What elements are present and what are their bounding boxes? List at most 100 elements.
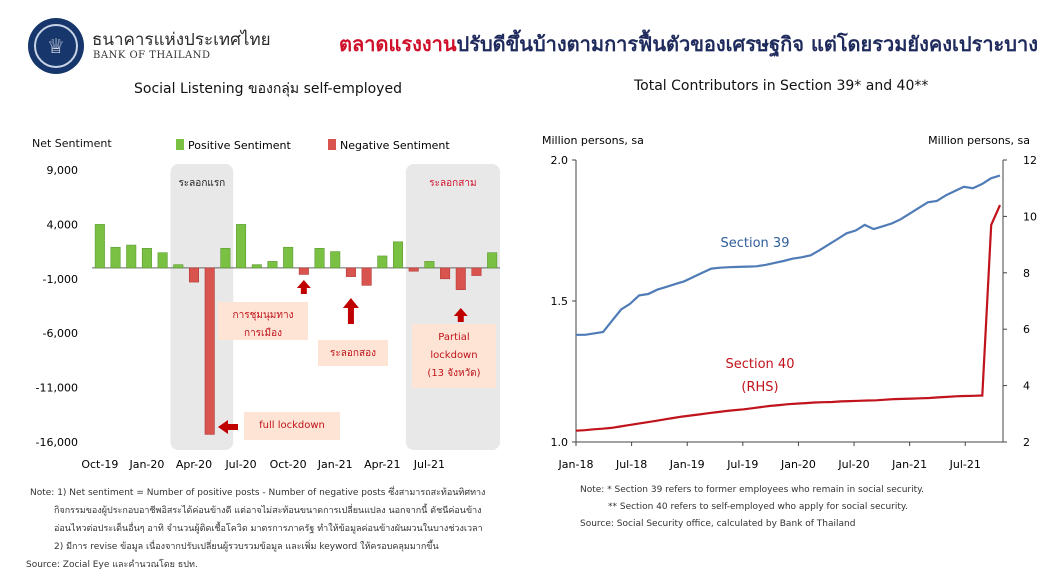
bar <box>204 267 215 435</box>
annotation-box <box>218 302 308 340</box>
x-tick-label: Jan-21 <box>891 458 927 471</box>
bar <box>440 267 451 280</box>
bar <box>220 248 231 269</box>
emblem-icon: ♕ <box>34 24 78 68</box>
headline-highlight: ตลาดแรงงาน <box>338 32 457 56</box>
right-axis-title: Million persons, sa <box>928 134 1030 147</box>
right-chart-title: Total Contributors in Section 39* and 40… <box>634 78 929 94</box>
annotation-box <box>318 340 388 366</box>
x-tick-label: Apr-20 <box>176 458 212 471</box>
left-axis-title: Million persons, sa <box>542 134 644 147</box>
series-line-section-39 <box>576 174 1001 336</box>
bar <box>110 246 121 269</box>
annotation-label: (13 จังหวัด) <box>427 368 480 379</box>
contributors-line-chart: Million persons, sa Million persons, sa 1.… <box>542 134 1037 471</box>
bar <box>267 261 278 269</box>
y-tick-label: -1,000 <box>43 273 78 286</box>
bar <box>392 241 404 269</box>
legend-label-negative: Negative Sentiment <box>340 139 450 152</box>
series-label-section-40: Section 40 <box>726 357 795 372</box>
x-tick-label: Apr-21 <box>364 458 400 471</box>
bar <box>487 252 498 269</box>
bar <box>188 267 200 283</box>
left-tick-label: 1.5 <box>551 295 569 308</box>
bar <box>377 255 388 269</box>
annotation-label: ระลอกสอง <box>330 348 376 359</box>
bar <box>345 267 356 277</box>
bank-name-english: BANK OF THAILAND <box>93 50 211 61</box>
bar <box>126 244 137 269</box>
note-line: กิจกรรมของผู้ประกอบอาชีพอิสระได้ค่อนข้าง… <box>54 506 482 516</box>
y-tick-label: 4,000 <box>47 218 79 231</box>
arrow-up-icon <box>296 280 311 294</box>
right-tick-label: 8 <box>1023 267 1030 280</box>
note-line: อ่อนไหวต่อประเด็นอื่นๆ อาทิ จำนวนผู้ติดเ… <box>54 524 483 534</box>
left-chart-note: Note: 1) Net sentiment = Number of posit… <box>26 484 486 574</box>
y-axis-title: Net Sentiment <box>32 137 112 150</box>
x-tick-label: Jan-19 <box>669 458 705 471</box>
headline-text: ปรับดีขึ้นบ้างตามการฟื้นตัวของเศรษฐกิจ แ… <box>456 32 1038 56</box>
bar <box>361 267 372 286</box>
arrow-left-icon <box>218 420 238 434</box>
right-chart-note: Note: * Section 39 refers to former empl… <box>580 482 924 533</box>
source-line: Source: Zocial Eye และคำนวณโดย ธปท. <box>26 560 198 570</box>
bar <box>157 252 168 269</box>
bar <box>424 261 435 269</box>
bar <box>330 251 341 269</box>
arrow-up-icon <box>342 298 359 324</box>
x-tick-label: Jul-18 <box>615 458 647 471</box>
x-tick-label: Jul-21 <box>949 458 981 471</box>
source-line: Source: Social Security office, calculat… <box>580 519 856 529</box>
annotation-label: Partial <box>438 332 469 343</box>
note-line: ** Section 40 refers to self-employed wh… <box>608 502 908 512</box>
x-tick-label: Jul-20 <box>224 458 256 471</box>
right-tick-label: 6 <box>1023 323 1030 336</box>
right-tick-label: 2 <box>1023 436 1030 449</box>
y-tick-label: -16,000 <box>36 436 78 449</box>
x-tick-label: Jan-20 <box>780 458 816 471</box>
series-line-section-40 <box>575 204 1002 432</box>
bar <box>314 248 325 269</box>
x-tick-label: Oct-19 <box>81 458 118 471</box>
x-tick-label: Jul-19 <box>726 458 758 471</box>
y-tick-label: -11,000 <box>36 382 78 395</box>
bar <box>283 246 294 269</box>
annotation-label: full lockdown <box>259 420 325 431</box>
left-tick-label: 1.0 <box>551 436 569 449</box>
note-line: 2) มีการ revise ข้อมูล เนื่องจากปรับเปลี… <box>54 542 439 552</box>
annotation-box <box>244 412 340 440</box>
annotation-label: lockdown <box>430 350 477 361</box>
right-tick-label: 12 <box>1023 154 1037 167</box>
right-tick-label: 10 <box>1023 210 1037 223</box>
note-line: Note: * Section 39 refers to former empl… <box>580 485 925 495</box>
phase-label: ระลอกสาม <box>429 178 476 189</box>
bar <box>298 267 309 275</box>
phase-label: ระลอกแรก <box>178 178 225 189</box>
bank-logo: ♕ <box>28 18 84 74</box>
bar <box>251 264 262 269</box>
x-tick-label: Jan-20 <box>128 458 164 471</box>
annotation-label: การเมือง <box>244 327 282 339</box>
y-tick-label: -6,000 <box>43 327 78 340</box>
bar <box>173 264 184 269</box>
legend-swatch-negative <box>328 139 336 150</box>
x-tick-label: Jan-18 <box>558 458 594 471</box>
left-tick-label: 2.0 <box>551 154 569 167</box>
bar <box>94 224 105 269</box>
phase-shade <box>170 164 234 450</box>
left-chart-title: Social Listening ของกลุ่ม self-employed <box>134 81 402 97</box>
legend-swatch-positive <box>176 139 184 150</box>
legend-label-positive: Positive Sentiment <box>188 139 291 152</box>
x-tick-label: Jan-21 <box>317 458 353 471</box>
page-headline: ตลาดแรงงานปรับดีขึ้นบ้างตามการฟื้นตัวของ… <box>339 28 1038 60</box>
bar <box>408 267 419 272</box>
note-line: Note: 1) Net sentiment = Number of posit… <box>30 488 486 498</box>
arrow-up-icon <box>453 308 468 322</box>
series-label-section-40-rhs: (RHS) <box>741 380 778 395</box>
bar <box>236 224 247 269</box>
sentiment-bar-chart: ระลอกแรก ระลอกสาม Net Sentiment Positive Se… <box>32 137 500 471</box>
bar <box>141 248 152 269</box>
x-tick-label: Jul-20 <box>837 458 869 471</box>
series-label-section-39: Section 39 <box>721 236 790 251</box>
bar <box>455 267 466 290</box>
